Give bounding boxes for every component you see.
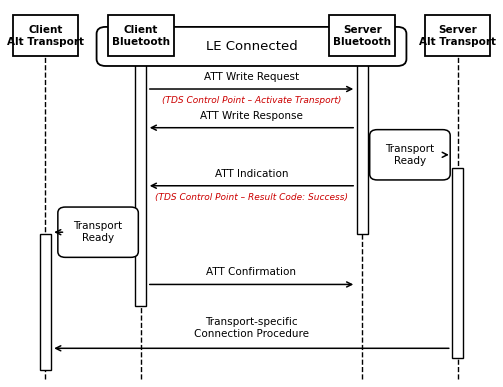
FancyBboxPatch shape xyxy=(13,15,78,56)
FancyBboxPatch shape xyxy=(329,15,395,56)
Text: Server
Alt Transport: Server Alt Transport xyxy=(419,25,496,46)
FancyBboxPatch shape xyxy=(108,15,174,56)
Text: LE Connected: LE Connected xyxy=(206,40,297,53)
Text: ATT Write Response: ATT Write Response xyxy=(200,111,303,121)
Text: ATT Write Request: ATT Write Request xyxy=(204,72,299,82)
Text: Client
Alt Transport: Client Alt Transport xyxy=(7,25,84,46)
Text: Server
Bluetooth: Server Bluetooth xyxy=(333,25,391,46)
FancyBboxPatch shape xyxy=(40,234,51,370)
FancyBboxPatch shape xyxy=(135,60,146,306)
FancyBboxPatch shape xyxy=(357,60,368,234)
Text: ATT Indication: ATT Indication xyxy=(215,169,288,179)
FancyBboxPatch shape xyxy=(425,15,490,56)
Text: Transport-specific
Connection Procedure: Transport-specific Connection Procedure xyxy=(194,317,309,339)
Text: Transport
Ready: Transport Ready xyxy=(385,144,435,166)
Text: Client
Bluetooth: Client Bluetooth xyxy=(112,25,170,46)
FancyBboxPatch shape xyxy=(58,207,138,257)
FancyBboxPatch shape xyxy=(97,27,406,66)
FancyBboxPatch shape xyxy=(452,168,463,358)
Text: (TDS Control Point – Activate Transport): (TDS Control Point – Activate Transport) xyxy=(162,96,341,105)
Text: (TDS Control Point – Result Code: Success): (TDS Control Point – Result Code: Succes… xyxy=(155,193,348,202)
Text: ATT Confirmation: ATT Confirmation xyxy=(207,267,296,277)
FancyBboxPatch shape xyxy=(370,130,450,180)
Text: Transport
Ready: Transport Ready xyxy=(73,221,123,243)
